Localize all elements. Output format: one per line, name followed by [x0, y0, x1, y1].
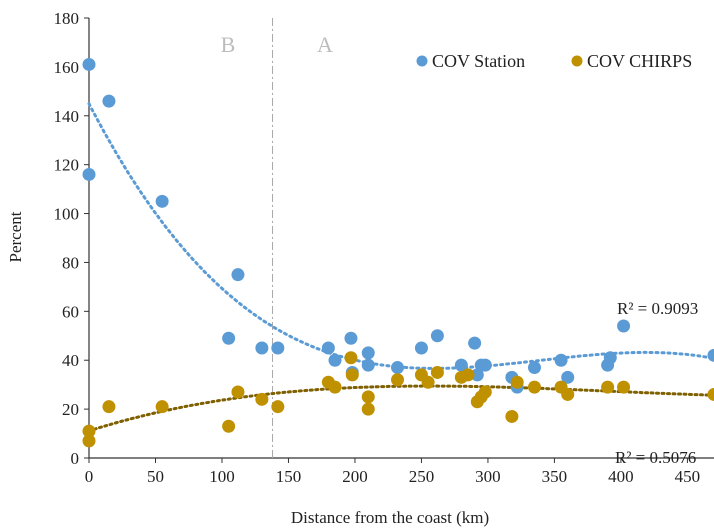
data-point-cov-chirps [82, 434, 96, 448]
data-point-cov-station [554, 353, 568, 367]
x-tick-label: 50 [147, 467, 164, 486]
data-points [82, 57, 714, 448]
data-point-cov-station [430, 329, 444, 343]
x-tick-label: 150 [276, 467, 302, 486]
y-tick-label: 160 [54, 58, 80, 77]
data-point-cov-chirps [102, 400, 116, 414]
data-point-cov-station [344, 331, 358, 345]
data-point-cov-chirps [345, 368, 359, 382]
data-point-cov-station [603, 351, 617, 365]
data-point-cov-station [222, 331, 236, 345]
data-point-cov-chirps [271, 400, 285, 414]
data-point-cov-station [271, 341, 285, 355]
x-tick-label: 450 [675, 467, 701, 486]
data-point-cov-chirps [344, 351, 358, 365]
x-tick-label: 100 [209, 467, 235, 486]
y-tick-label: 80 [62, 253, 79, 272]
data-point-cov-station [414, 341, 428, 355]
data-point-cov-chirps [421, 375, 435, 389]
data-point-cov-chirps [707, 387, 714, 401]
data-point-cov-station [470, 368, 484, 382]
r2-label-cov-chirps: R² = 0.5076 [615, 448, 696, 467]
data-point-cov-station [707, 348, 714, 362]
data-point-cov-station [527, 361, 541, 375]
data-point-cov-station [454, 358, 468, 372]
y-tick-label: 20 [62, 400, 79, 419]
data-point-cov-station [561, 370, 575, 384]
data-point-cov-station [255, 341, 269, 355]
data-point-cov-chirps [601, 380, 615, 394]
data-point-cov-station [328, 353, 342, 367]
data-point-cov-chirps [361, 402, 375, 416]
data-point-cov-chirps [82, 424, 96, 438]
legend-marker-cov-chirps [571, 55, 583, 67]
r2-label-cov-station: R² = 0.9093 [617, 299, 698, 318]
y-axis-label: Percent [6, 211, 25, 262]
data-point-cov-chirps [510, 375, 524, 389]
data-point-cov-chirps [430, 365, 444, 379]
data-point-cov-chirps [155, 400, 169, 414]
data-point-cov-station [391, 361, 405, 375]
data-point-cov-station [82, 167, 96, 181]
data-point-cov-station [82, 57, 96, 71]
data-point-cov-chirps [255, 392, 269, 406]
data-point-cov-chirps [328, 380, 342, 394]
data-point-cov-chirps [391, 373, 405, 387]
x-tick-label: 250 [409, 467, 435, 486]
data-point-cov-station [478, 358, 492, 372]
x-tick-label: 350 [542, 467, 568, 486]
data-point-cov-station [361, 358, 375, 372]
x-tick-label: 200 [342, 467, 368, 486]
data-point-cov-chirps [231, 385, 245, 399]
data-point-cov-station [231, 268, 245, 282]
y-tick-label: 0 [71, 449, 80, 468]
y-tick-label: 120 [54, 156, 80, 175]
data-point-cov-station [155, 194, 169, 208]
data-point-cov-chirps [505, 409, 519, 423]
data-point-cov-chirps [527, 380, 541, 394]
y-tick-label: 40 [62, 351, 79, 370]
legend: COV Station COV CHIRPS [416, 51, 692, 71]
data-point-cov-chirps [461, 368, 475, 382]
data-point-cov-chirps [361, 390, 375, 404]
x-tick-label: 400 [608, 467, 634, 486]
x-axis-label: Distance from the coast (km) [291, 508, 489, 527]
legend-label-cov-station: COV Station [432, 51, 525, 71]
data-point-cov-station [361, 346, 375, 360]
trendline-cov-chirps [87, 384, 714, 433]
data-point-cov-station [468, 336, 482, 350]
x-tick-label: 0 [85, 467, 94, 486]
y-tick-label: 100 [54, 205, 80, 224]
data-point-cov-station [102, 94, 116, 108]
x-tick-label: 300 [475, 467, 501, 486]
legend-marker-cov-station [416, 55, 428, 67]
data-point-cov-station [617, 319, 631, 333]
legend-label-cov-chirps: COV CHIRPS [587, 51, 692, 71]
region-label-a: A [317, 32, 333, 57]
axes: 0 20 40 60 80 100 120 140 160 180 0 50 100 150 200 250 3… [54, 9, 714, 486]
y-tick-label: 180 [54, 9, 80, 28]
data-point-cov-chirps [222, 419, 236, 433]
data-point-cov-chirps [561, 387, 575, 401]
data-point-cov-station [321, 341, 335, 355]
region-label-b: B [221, 32, 236, 57]
y-tick-label: 60 [62, 302, 79, 321]
data-point-cov-chirps [617, 380, 631, 394]
data-point-cov-chirps [478, 385, 492, 399]
y-tick-label: 140 [54, 107, 80, 126]
